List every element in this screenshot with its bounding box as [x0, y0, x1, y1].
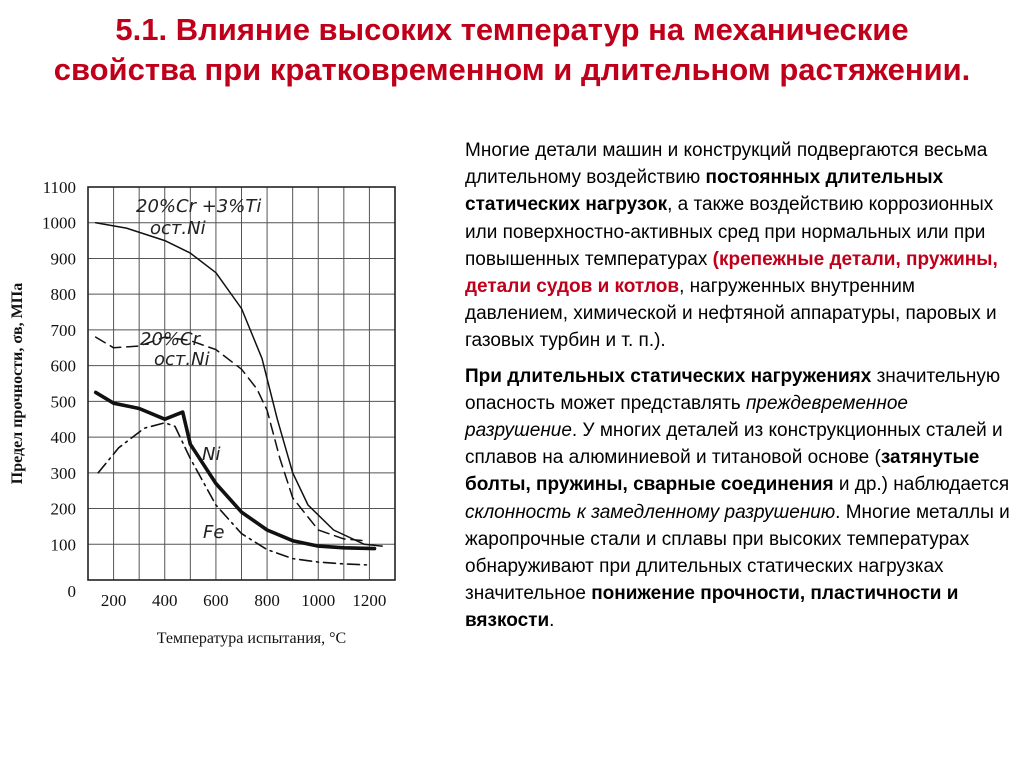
p2-text-2: . У многих деталей из конструкционных ст…: [465, 420, 1003, 469]
chart-svg: 0 100 200 300 400 500 600 700 800 900 1000 1100 200 4…: [9, 178, 396, 647]
strength-temperature-chart: 0 100 200 300 400 500 600 700 800 900 1000 1100 200 4…: [0, 170, 460, 650]
x-tick-label: 1200: [352, 591, 386, 610]
series-label: Ni: [202, 444, 220, 465]
p2-italic-2: склонность к замедленному разрушению: [465, 501, 836, 523]
p2-italic-1: преждевременное разрушение: [465, 392, 908, 442]
y-tick-label: 700: [51, 321, 77, 340]
y-tick-label: 1000: [42, 214, 76, 233]
p2-text-3: и др.) наблюдается: [833, 474, 1010, 496]
p2-text-5: .: [549, 610, 555, 632]
p2-text-4: . Многие металлы и жаропрочные стали и с…: [465, 501, 1010, 605]
y-tick-label: 500: [51, 392, 77, 411]
p1-text-1: Многие детали машин и конструкций подвер…: [465, 140, 988, 189]
y-tick-label: 300: [51, 464, 77, 483]
y-tick-label: 0: [68, 582, 77, 601]
slide-title: 5.1. Влияние высоких температур на механ…: [53, 12, 971, 87]
p2-text-1: значительную опасность может представлят…: [465, 365, 1001, 414]
x-tick-label: 200: [101, 591, 127, 610]
y-tick-label: 200: [51, 500, 77, 519]
series-label: Fe: [203, 522, 224, 543]
series-label: ост.Ni: [150, 218, 206, 239]
series-line: [94, 221, 383, 547]
paragraph-2: При длительных статических нагружениях з…: [465, 363, 1013, 635]
p2-bold-3: понижение прочности, пластичности и вязк…: [465, 583, 959, 632]
x-tick-label: 400: [152, 591, 178, 610]
y-tick-label: 600: [51, 357, 77, 376]
x-tick-label: 600: [203, 591, 229, 610]
p1-highlight: (крепежные детали, пружины, детали судов…: [465, 248, 998, 298]
p1-text-2: , а также воздействию коррозионных или п…: [465, 194, 994, 270]
p2-bold-2: затянутые болты, пружины, сварные соедин…: [465, 447, 980, 496]
series-line: [97, 422, 371, 566]
y-axis-label: Предел прочности, σв, МПа: [9, 283, 26, 484]
p1-bold-1: постоянных длительных статических нагруз…: [465, 167, 944, 216]
y-tick-label: 400: [51, 428, 77, 447]
y-tick-label: 100: [51, 535, 77, 554]
y-tick-label: 1100: [43, 178, 76, 197]
plot-frame: [87, 186, 396, 581]
y-tick-label: 800: [51, 285, 77, 304]
x-tick-label: 1000: [301, 591, 335, 610]
body-text: Многие детали машин и конструкций подвер…: [465, 137, 1013, 635]
series-label: 20%Cr +3%Ti: [136, 196, 261, 217]
p2-bold-1: При длительных статических нагружениях: [465, 365, 872, 387]
p1-text-3: , нагруженных внутренним давлением, хими…: [465, 276, 997, 352]
x-tick-label: 800: [254, 591, 280, 610]
paragraph-1: Многие детали машин и конструкций подвер…: [465, 137, 1013, 355]
y-tick-label: 900: [51, 249, 77, 268]
series-label: 20%Cr: [140, 329, 202, 350]
series-line: [93, 390, 377, 551]
series-line: [94, 336, 366, 542]
x-axis-label: Температура испытания, °С: [157, 630, 346, 647]
series-label: ост.Ni: [154, 349, 210, 370]
